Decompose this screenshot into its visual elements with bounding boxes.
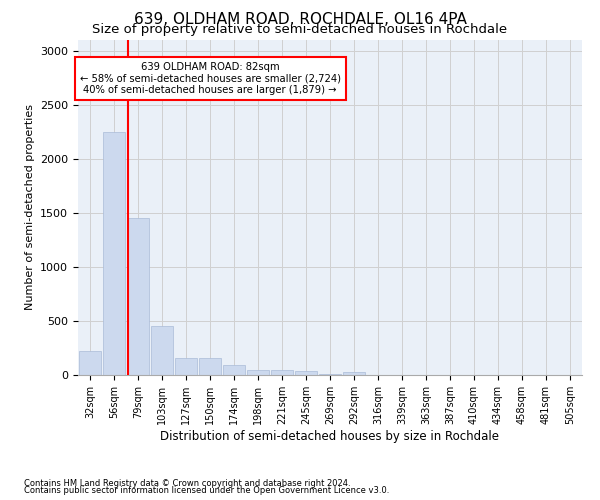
Text: Contains HM Land Registry data © Crown copyright and database right 2024.: Contains HM Land Registry data © Crown c… [24, 478, 350, 488]
Bar [127, 218, 149, 375]
Bar [343, 372, 365, 375]
Bar [151, 326, 173, 375]
Text: 639 OLDHAM ROAD: 82sqm
← 58% of semi-detached houses are smaller (2,724)
40% of : 639 OLDHAM ROAD: 82sqm ← 58% of semi-det… [79, 62, 341, 95]
Bar [247, 370, 269, 375]
Bar [199, 358, 221, 375]
Bar [319, 374, 341, 375]
X-axis label: Distribution of semi-detached houses by size in Rochdale: Distribution of semi-detached houses by … [161, 430, 499, 442]
Bar [103, 132, 125, 375]
Bar [223, 366, 245, 375]
Bar [175, 358, 197, 375]
Bar [271, 370, 293, 375]
Y-axis label: Number of semi-detached properties: Number of semi-detached properties [25, 104, 35, 310]
Bar [295, 371, 317, 375]
Text: Contains public sector information licensed under the Open Government Licence v3: Contains public sector information licen… [24, 486, 389, 495]
Text: 639, OLDHAM ROAD, ROCHDALE, OL16 4PA: 639, OLDHAM ROAD, ROCHDALE, OL16 4PA [134, 12, 466, 28]
Text: Size of property relative to semi-detached houses in Rochdale: Size of property relative to semi-detach… [92, 22, 508, 36]
Bar [79, 352, 101, 375]
